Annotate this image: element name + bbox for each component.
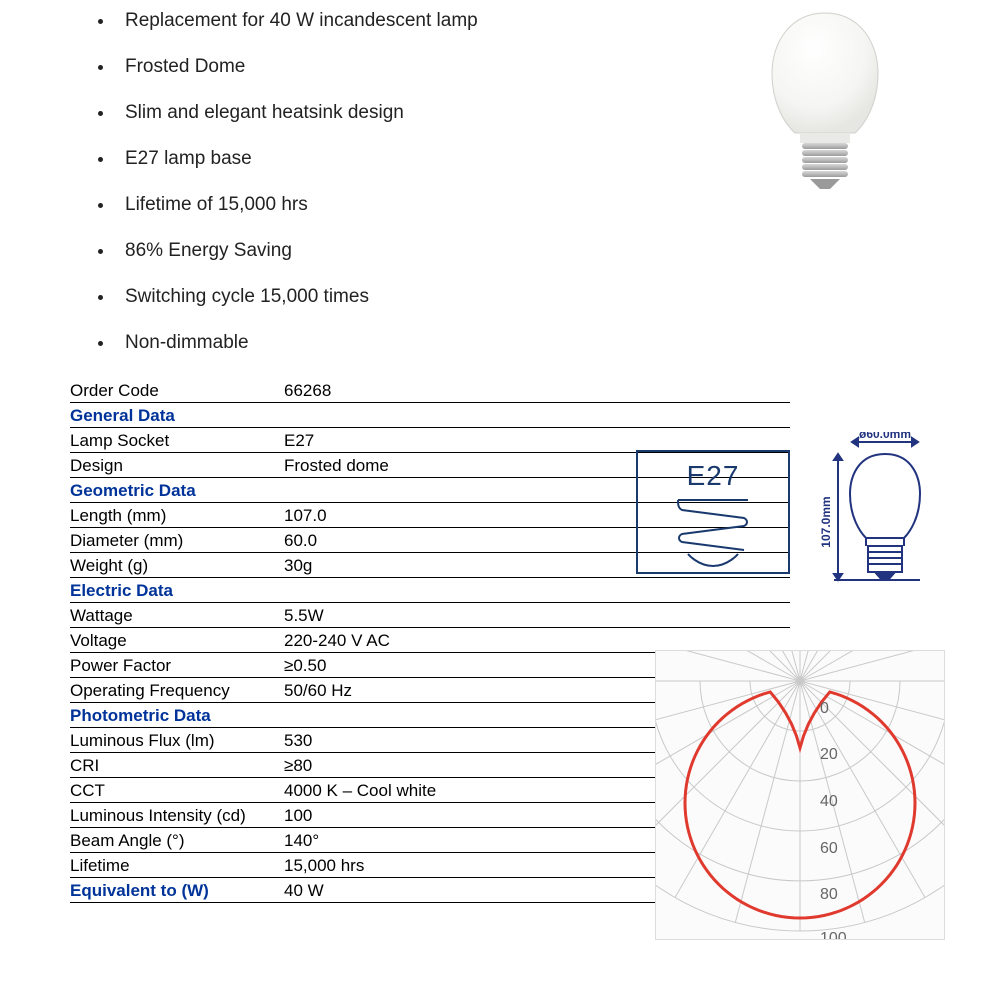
feature-item: Non-dimmable <box>115 332 930 354</box>
dim-diameter-label: ø60.0mm <box>859 432 911 441</box>
spec-row: General Data <box>70 403 790 428</box>
dimension-drawing: ø60.0mm 107.0mm <box>820 432 940 607</box>
feature-item: Lifetime of 15,000 hrs <box>115 194 930 216</box>
spec-label: Lifetime <box>70 853 284 878</box>
spec-row: Wattage5.5W <box>70 603 790 628</box>
polar-tick-label: 40 <box>820 793 838 810</box>
spec-label: Power Factor <box>70 653 284 678</box>
spec-value: 66268 <box>284 378 790 403</box>
spec-label: Voltage <box>70 628 284 653</box>
product-image <box>760 5 890 195</box>
spec-row: Order Code66268 <box>70 378 790 403</box>
spec-label: Length (mm) <box>70 503 284 528</box>
spec-label: Equivalent to (W) <box>70 878 284 903</box>
spec-label: Order Code <box>70 378 284 403</box>
spec-value: 220-240 V AC <box>284 628 790 653</box>
spec-label: Weight (g) <box>70 553 284 578</box>
spec-row: Electric Data <box>70 578 790 603</box>
socket-legend-label: E27 <box>638 460 788 492</box>
spec-label: Design <box>70 453 284 478</box>
spec-value: 5.5W <box>284 603 790 628</box>
spec-section-header: General Data <box>70 403 790 428</box>
spec-label: CRI <box>70 753 284 778</box>
feature-item: Switching cycle 15,000 times <box>115 286 930 308</box>
polar-tick-label: 80 <box>820 886 838 903</box>
spec-label: Diameter (mm) <box>70 528 284 553</box>
polar-tick-label: 60 <box>820 840 838 857</box>
spec-row: Lamp SocketE27 <box>70 428 790 453</box>
polar-tick-label: 0 <box>820 700 829 717</box>
polar-tick-label: 20 <box>820 746 838 763</box>
feature-item: 86% Energy Saving <box>115 240 930 262</box>
spec-label: Beam Angle (°) <box>70 828 284 853</box>
spec-value: E27 <box>284 428 790 453</box>
polar-chart: 0 20 40 60 80 100 <box>655 650 945 940</box>
spec-label: Luminous Intensity (cd) <box>70 803 284 828</box>
spec-section-header: Electric Data <box>70 578 790 603</box>
socket-legend-box: E27 <box>636 450 790 574</box>
spec-label: CCT <box>70 778 284 803</box>
polar-tick-label: 100 <box>820 930 847 939</box>
dim-length-label: 107.0mm <box>820 496 833 547</box>
spec-label: Lamp Socket <box>70 428 284 453</box>
spec-label: Wattage <box>70 603 284 628</box>
spec-label: Luminous Flux (lm) <box>70 728 284 753</box>
spec-label: Operating Frequency <box>70 678 284 703</box>
spec-row: Voltage220-240 V AC <box>70 628 790 653</box>
